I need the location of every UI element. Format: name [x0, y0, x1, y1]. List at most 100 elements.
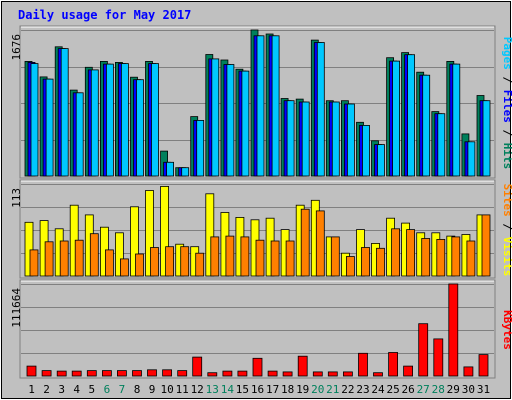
visitors-panel-bar-sites: [330, 236, 340, 277]
volume-panel-bar-kbytes: [41, 370, 52, 377]
visitors-panel-bar-sites: [436, 238, 446, 277]
visitors-panel-max-label: 113: [10, 188, 23, 208]
day-label: 3: [58, 383, 65, 396]
volume-panel-bar-kbytes: [192, 356, 203, 377]
day-label: 24: [371, 383, 385, 396]
visitors-panel-bar-sites: [120, 258, 129, 277]
day-label: 23: [356, 383, 369, 396]
series-label-part: Hits: [501, 143, 512, 170]
series-label-part: Visits: [501, 237, 512, 277]
visitors-panel-bar-sites: [135, 253, 144, 277]
visitors-panel-bar-sites: [225, 235, 235, 277]
day-label: 27: [417, 383, 430, 396]
traffic-panel-bar-pages: [256, 35, 265, 177]
visitors-panel-bar-sites: [361, 247, 370, 277]
volume-panel-bar-kbytes: [86, 370, 97, 377]
visitors-panel-bar-sites: [89, 233, 99, 277]
series-label-part: /: [501, 70, 512, 90]
day-label: 29: [447, 383, 460, 396]
volume-panel-bar-kbytes: [433, 338, 444, 377]
day-label: 11: [176, 383, 189, 396]
volume-panel-bar-kbytes: [327, 371, 338, 377]
day-label: 15: [236, 383, 249, 396]
day-label: 30: [462, 383, 475, 396]
day-label: 16: [251, 383, 264, 396]
traffic-panel-bar-pages: [407, 54, 416, 177]
traffic-panel-bar-pages: [121, 63, 129, 177]
day-label: 2: [43, 383, 50, 396]
day-label: 26: [401, 383, 414, 396]
chart-title: Daily usage for May 2017: [18, 8, 191, 22]
visitors-panel-bar-sites: [285, 240, 295, 277]
visitors-panel-bar-visits: [160, 185, 170, 277]
visitors-panel-bar-visits: [205, 193, 215, 277]
visitors-panel-bar-sites: [195, 252, 205, 277]
visitors-panel-bar-sites: [29, 249, 39, 277]
traffic-panel-bar-pages: [136, 79, 144, 177]
day-label: 18: [281, 383, 294, 396]
series-label-part: Pages: [501, 37, 512, 70]
visitors-panel-bar-visits: [115, 232, 124, 277]
day-label: 7: [119, 383, 126, 396]
volume-panel-series-label: KBytes: [501, 310, 512, 350]
traffic-panel-bar-pages: [211, 58, 220, 177]
series-label-part: Files: [501, 90, 512, 123]
series-label-part: /: [501, 123, 512, 143]
day-label: 5: [88, 383, 95, 396]
visitors-panel-bar-sites: [165, 246, 175, 277]
day-label: 22: [341, 383, 354, 396]
day-label: 6: [104, 383, 111, 396]
traffic-panel-bar-pages: [106, 63, 114, 177]
day-label: 9: [149, 383, 156, 396]
visitors-panel-bar-sites: [421, 238, 431, 277]
volume-panel-bar-kbytes: [267, 370, 278, 377]
volume-panel-bar-kbytes: [252, 357, 263, 377]
volume-panel-bar-kbytes: [102, 370, 112, 377]
volume-panel-bar-kbytes: [448, 283, 459, 377]
traffic-panel-bar-pages: [377, 144, 385, 177]
visitors-panel-bar-visits: [145, 190, 154, 277]
traffic-panel-bar-pages: [362, 125, 370, 177]
volume-panel-bar-kbytes: [403, 365, 414, 377]
series-label-part: Sites: [501, 184, 512, 217]
volume-panel-bar-kbytes: [56, 370, 67, 377]
visitors-panel-bar-sites: [376, 247, 385, 277]
visitors-panel-bar-sites: [315, 210, 325, 277]
day-label: 12: [191, 383, 204, 396]
traffic-panel-bar-pages: [196, 120, 205, 177]
traffic-panel-bar-pages: [286, 100, 295, 177]
visitors-panel-bar-sites: [74, 239, 84, 277]
traffic-panel-bar-pages: [151, 63, 159, 177]
day-label: 20: [311, 383, 324, 396]
traffic-panel-max-label: 1676: [10, 34, 23, 61]
volume-panel-bar-kbytes: [71, 370, 82, 377]
volume-panel-bar-kbytes: [373, 372, 383, 377]
traffic-panel-bar-pages: [452, 63, 461, 177]
day-label: 8: [134, 383, 141, 396]
traffic-panel-bar-pages: [90, 69, 99, 177]
traffic-panel-bar-pages: [30, 63, 39, 177]
visitors-panel-bar-visits: [24, 221, 34, 277]
volume-panel-bar-kbytes: [207, 372, 218, 377]
volume-panel-bar-kbytes: [342, 371, 353, 377]
day-label: 13: [206, 383, 219, 396]
visitors-panel-bar-sites: [391, 228, 401, 277]
visitors-panel-bar-sites: [180, 246, 190, 277]
visitors-panel-frame: [19, 179, 496, 279]
volume-panel-bar-kbytes: [26, 365, 37, 377]
traffic-panel-bar-pages: [75, 92, 84, 177]
volume-panel-bar-kbytes: [147, 369, 157, 377]
traffic-panel-bar-pages: [271, 35, 280, 177]
visitors-panel-bar-sites: [466, 240, 476, 277]
series-label-part: KBytes: [501, 310, 512, 350]
volume-panel-bar-kbytes: [388, 352, 399, 377]
volume-panel-bar-kbytes: [237, 370, 248, 377]
traffic-panel-bar-pages: [331, 101, 340, 177]
traffic-panel-bar-pages: [60, 48, 69, 177]
volume-panel-bar-kbytes: [297, 355, 308, 377]
visitors-panel-bar-sites: [255, 239, 265, 277]
volume-panel-bar-kbytes: [117, 370, 127, 377]
visitors-panel-bar-sites: [451, 236, 461, 277]
